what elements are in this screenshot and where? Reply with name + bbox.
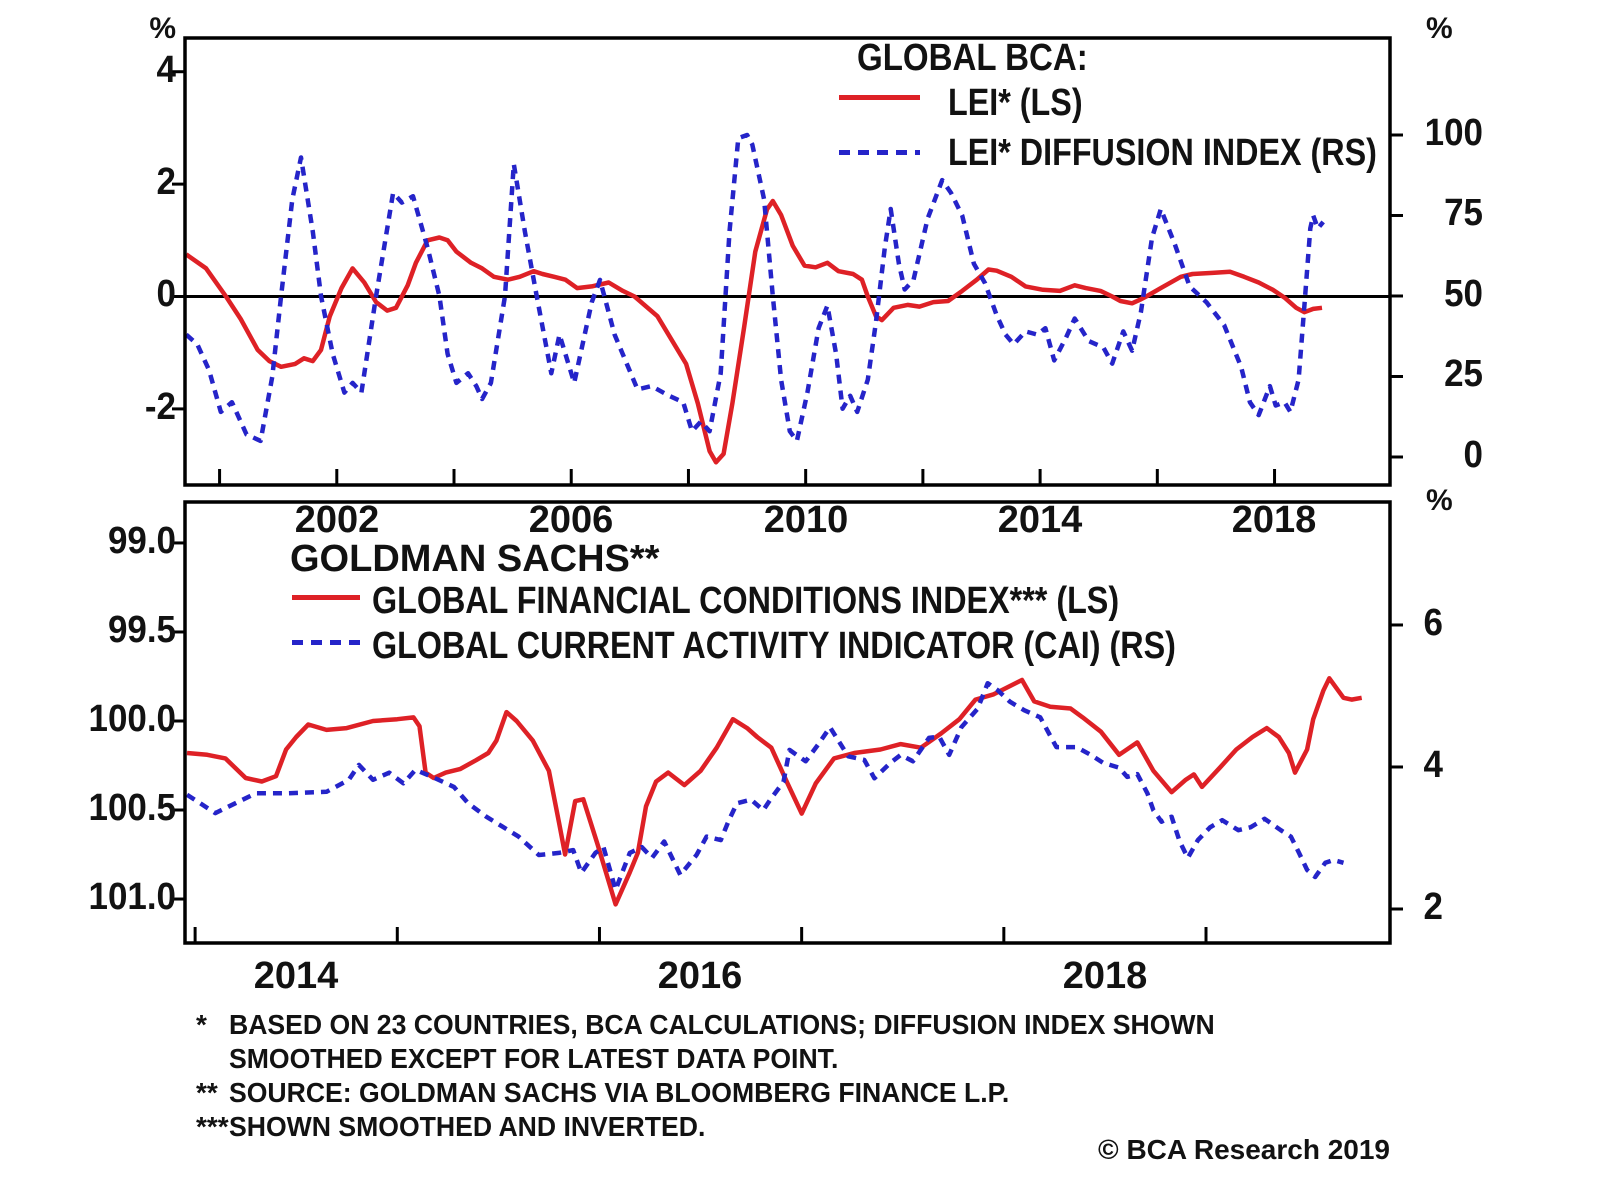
footnote-row: ** SOURCE: GOLDMAN SACHS VIA BLOOMBERG F… [196,1076,1376,1110]
top-right-axis-unit: % [1426,12,1453,45]
top-right-tick-label: 25 [1444,353,1483,395]
bottom-legend-title: GOLDMAN SACHS** [290,538,660,580]
footnotes-block: * BASED ON 23 COUNTRIES, BCA CALCULATION… [196,1008,1376,1144]
footnote-line: SHOWN SMOOTHED AND INVERTED. [229,1111,706,1142]
bottom-left-tick-label: 99.0 [107,520,176,562]
top-legend-title: GLOBAL BCA: [857,37,1088,79]
bottom-x-tick-label: 2016 [657,955,743,997]
bottom-left-tick-label: 99.5 [107,609,176,651]
bottom-right-tick-label: 6 [1423,602,1443,644]
top-x-tick-label: 2010 [763,499,849,541]
bottom-left-tick-label: 101.0 [88,876,176,918]
top-right-tick-label: 0 [1463,434,1483,476]
footnote-line: SOURCE: GOLDMAN SACHS VIA BLOOMBERG FINA… [229,1077,1010,1108]
top-right-tick-label: 75 [1444,192,1483,234]
top-legend-dashed-line-swatch [839,150,920,155]
footnote-line: BASED ON 23 COUNTRIES, BCA CALCULATIONS;… [229,1009,1215,1040]
footnote-row: * BASED ON 23 COUNTRIES, BCA CALCULATION… [196,1008,1376,1076]
top-left-tick-label: 2 [156,161,176,203]
top-right-tick-label: 50 [1444,273,1483,315]
bottom-legend-item-label: GLOBAL CURRENT ACTIVITY INDICATOR (CAI) … [372,625,1176,667]
footnote-marker: *** [196,1111,229,1142]
bottom-legend-dashed-line-swatch [292,640,360,645]
bottom-x-tick-label: 2014 [253,955,339,997]
top-panel-plot [172,36,1403,487]
footnote-marker: * [196,1009,207,1040]
footnote-row: *** SHOWN SMOOTHED AND INVERTED. [196,1110,1376,1144]
bottom-x-tick-label: 2018 [1062,955,1148,997]
bottom-legend-item-label: GLOBAL FINANCIAL CONDITIONS INDEX*** (LS… [372,580,1120,622]
bottom-left-tick-label: 100.5 [88,787,176,829]
bottom-panel-plot [172,500,1403,945]
bottom-right-axis-unit: % [1426,484,1453,517]
top-left-axis-unit: % [149,12,176,45]
top-x-tick-label: 2006 [528,499,614,541]
bottom-right-tick-label: 4 [1423,744,1443,786]
bottom-left-tick-label: 100.0 [88,698,176,740]
footnote-line: SMOOTHED EXCEPT FOR LATEST DATA POINT. [229,1043,839,1074]
footnote-text: BASED ON 23 COUNTRIES, BCA CALCULATIONS;… [229,1008,1267,1076]
top-left-tick-label: 0 [156,273,176,315]
bottom-right-tick-label: 2 [1423,886,1443,928]
top-left-tick-label: 4 [156,49,176,91]
top-x-tick-label: 2002 [294,499,380,541]
top-left-tick-label: -2 [144,386,176,428]
copyright-label: © BCA Research 2019 [1098,1134,1390,1165]
footnote-marker: ** [196,1077,218,1108]
top-x-tick-label: 2014 [997,499,1083,541]
top-right-tick-label: 100 [1424,112,1483,154]
bottom-legend-solid-line-swatch [292,595,360,600]
top-legend-item-label: LEI* DIFFUSION INDEX (RS) [948,132,1377,174]
top-x-tick-label: 2018 [1231,499,1317,541]
top-legend-solid-line-swatch [839,95,920,100]
top-legend-item-label: LEI* (LS) [948,82,1083,124]
